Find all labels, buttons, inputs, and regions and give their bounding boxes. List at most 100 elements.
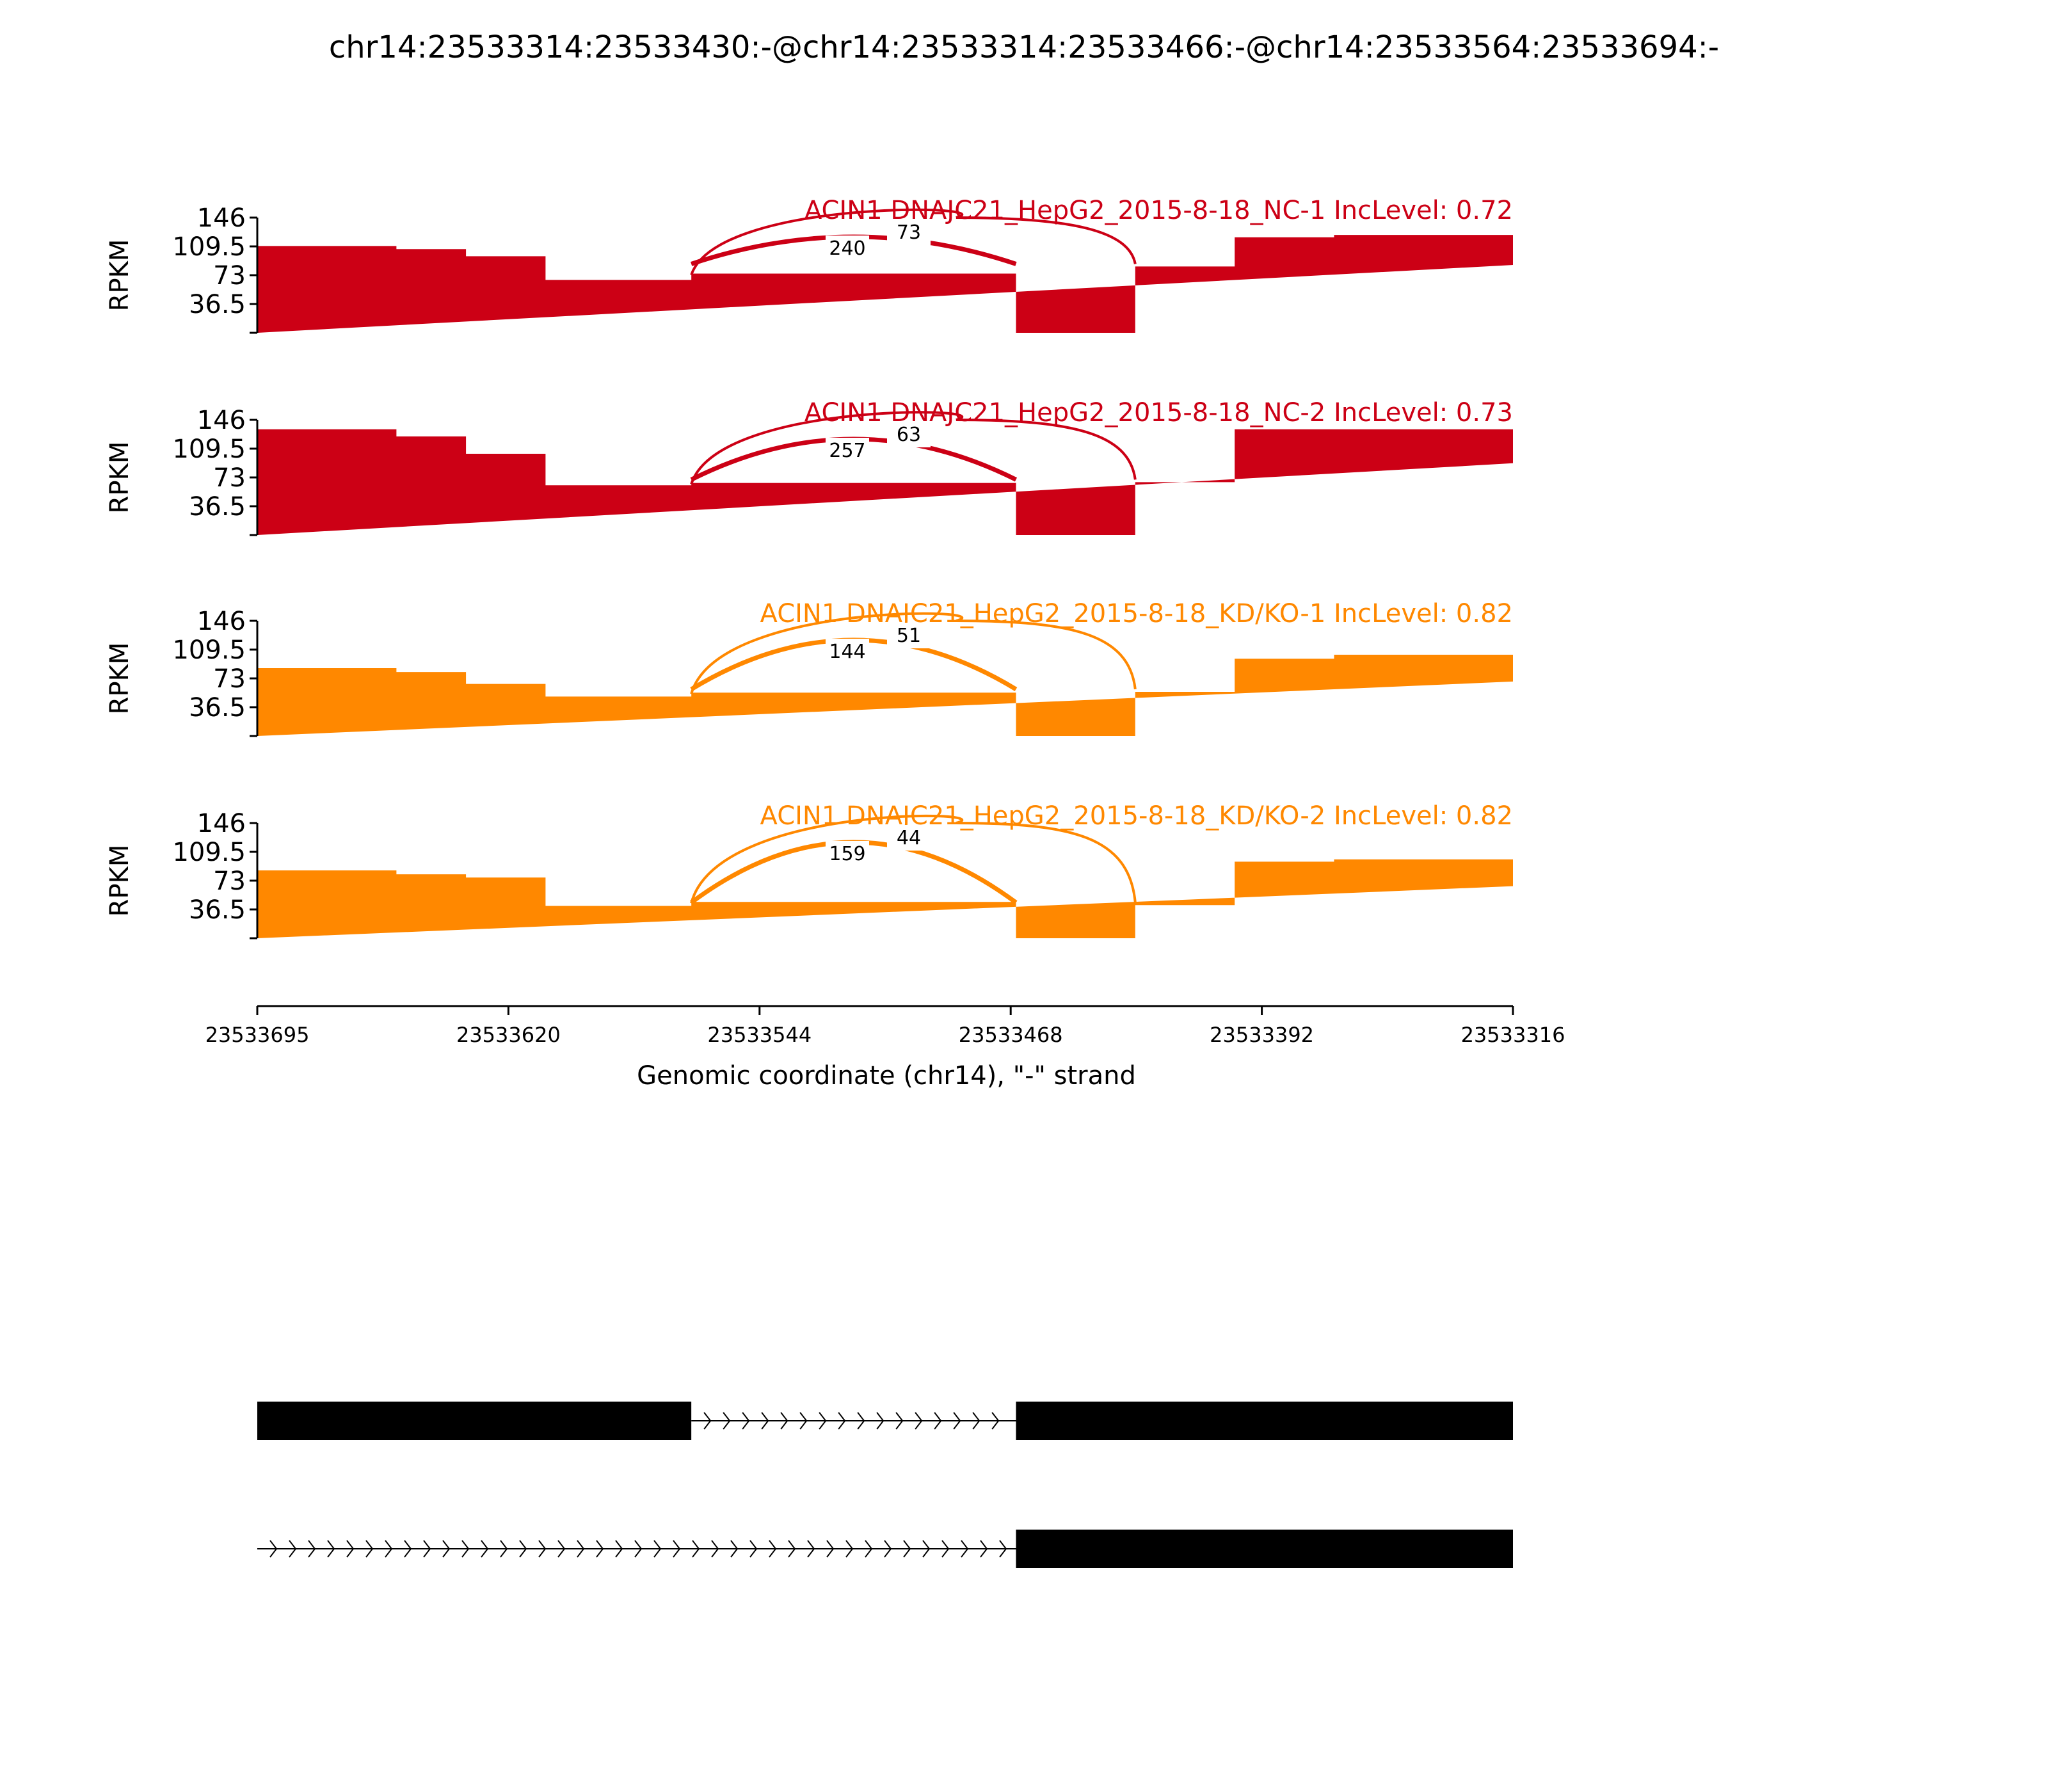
x-tick-label: 23533392 [1210, 1023, 1314, 1047]
y-axis-label: RPKM [105, 643, 134, 715]
junction-count-box [887, 220, 931, 245]
junction-count-box [887, 623, 931, 648]
y-axis-label: RPKM [105, 442, 134, 514]
junction-count-label: 159 [829, 843, 865, 865]
junction-arc [690, 411, 1137, 485]
junction-count-label: 63 [897, 424, 921, 446]
strand-chevron [780, 1412, 788, 1430]
strand-chevron [865, 1540, 873, 1558]
y-tick-label: 146 [197, 809, 246, 838]
y-tick-label: 36.5 [189, 492, 246, 522]
strand-chevron [538, 1540, 547, 1558]
strand-chevron [289, 1540, 297, 1558]
y-tick-label: 109.5 [172, 435, 246, 464]
y-tick-label: 109.5 [172, 838, 246, 867]
junction-arc [690, 208, 1137, 276]
junction-2-track-2: 63 [690, 411, 1137, 485]
strand-chevron [895, 1412, 904, 1430]
strand-chevron [845, 1540, 854, 1558]
x-axis: 23533695 23533620 23533544 23533468 23533392… [205, 1005, 1565, 1047]
strand-chevron [404, 1540, 412, 1558]
strand-chevron [730, 1540, 739, 1558]
strand-chevron [703, 1412, 712, 1430]
strand-chevron [461, 1540, 470, 1558]
y-tick-label: 36.5 [189, 895, 246, 925]
strand-chevron [723, 1412, 731, 1430]
junction-count-label: 240 [829, 237, 865, 260]
strand-chevron [346, 1540, 355, 1558]
y-axis-label: RPKM [105, 845, 134, 917]
track-label-acin1-dnajc21-hepg2-2015-8-18-kd-ko-1-inclevel-0-82: ACIN1 DNAJC21_HepG2_2015-8-18_KD/KO-1 In… [760, 599, 1513, 628]
strand-chevron [999, 1540, 1007, 1558]
strand-chevron [557, 1540, 566, 1558]
strand-chevron [980, 1540, 988, 1558]
strand-chevron [327, 1540, 335, 1558]
junction-count-box [887, 422, 931, 447]
exon-block [1016, 1530, 1513, 1568]
strand-chevron [596, 1540, 604, 1558]
strand-chevron [423, 1540, 431, 1558]
y-tick-label: 73 [213, 867, 246, 896]
strand-chevron [799, 1412, 808, 1430]
strand-chevron [769, 1540, 777, 1558]
strand-chevron [941, 1540, 950, 1558]
exon-block [257, 1402, 692, 1440]
y-tick-label: 109.5 [172, 636, 246, 665]
junction-1-track-4: 159 [690, 840, 1018, 905]
strand-chevron [742, 1412, 750, 1430]
y-tick-label: 146 [197, 406, 246, 435]
strand-chevron [991, 1412, 1000, 1430]
strand-chevron [481, 1540, 489, 1558]
strand-chevron [365, 1540, 374, 1558]
strand-chevron [838, 1412, 846, 1430]
x-axis-label: Genomic coordinate (chr14), "-" strand [637, 1061, 1136, 1091]
y-tick-label: 36.5 [189, 693, 246, 723]
junction-2-track-1: 73 [690, 208, 1137, 276]
junction-1-track-2: 257 [690, 436, 1018, 482]
strand-chevron [876, 1412, 884, 1430]
x-tick-label: 23533544 [707, 1023, 812, 1047]
junction-count-box [826, 639, 869, 664]
strand-chevron [385, 1540, 393, 1558]
junction-1-track-3: 144 [690, 637, 1018, 691]
strand-chevron [749, 1540, 758, 1558]
strand-chevron [961, 1540, 969, 1558]
strand-chevron [653, 1540, 662, 1558]
strand-chevron [807, 1540, 815, 1558]
strand-chevron [500, 1540, 508, 1558]
junction-count-box [826, 841, 869, 867]
x-tick-label: 23533316 [1461, 1023, 1565, 1047]
x-tick-label: 23533620 [456, 1023, 561, 1047]
y-tick-label: 146 [197, 204, 246, 233]
coverage-area-track-1 [257, 235, 1513, 333]
strand-chevron [953, 1412, 961, 1430]
junction-count-box [826, 438, 869, 463]
junction-1-track-1: 240 [691, 234, 1017, 266]
chart-title: chr14:23533314:23533430:-@chr14:23533314… [329, 29, 1719, 65]
strand-chevron [922, 1540, 931, 1558]
strand-chevron [788, 1540, 796, 1558]
strand-chevron [673, 1540, 681, 1558]
strand-chevron [972, 1412, 980, 1430]
strand-chevron [915, 1412, 923, 1430]
y-tick-label: 146 [197, 607, 246, 636]
strand-chevron [857, 1412, 865, 1430]
strand-chevron [519, 1540, 527, 1558]
junction-count-label: 73 [897, 221, 921, 244]
junction-2-track-4: 44 [690, 814, 1137, 904]
junction-count-box [826, 236, 869, 261]
x-tick-label: 23533695 [205, 1023, 310, 1047]
isoform-structures [257, 1402, 1513, 1568]
strand-chevron [577, 1540, 585, 1558]
strand-chevron [761, 1412, 769, 1430]
strand-chevron [615, 1540, 623, 1558]
x-tick-label: 23533468 [959, 1023, 1063, 1047]
y-tick-label: 36.5 [189, 290, 246, 319]
strand-chevron [884, 1540, 892, 1558]
